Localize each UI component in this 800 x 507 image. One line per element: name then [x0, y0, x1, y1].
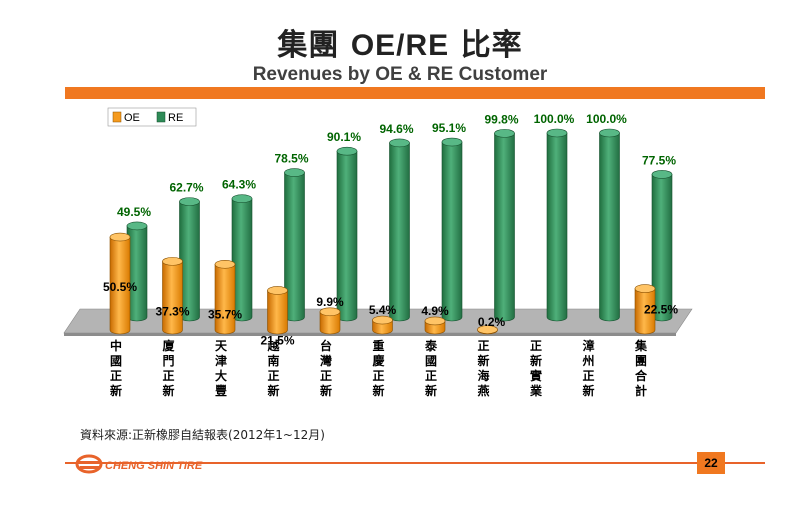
category-label-7: 正新海燕: [477, 339, 489, 398]
logo-text: CHENG SHIN TIRE: [105, 460, 203, 472]
data-label-oe-6: 4.9%: [421, 304, 449, 318]
data-label-re-10: 77.5%: [642, 153, 676, 167]
bar-re-9-body: [599, 132, 620, 322]
bar-re-5: [389, 138, 410, 322]
bar-oe-4: [319, 307, 341, 335]
bar-oe-1-top: [162, 257, 183, 266]
bar-re-7: [494, 129, 515, 322]
legend-swatch-oe: [112, 111, 122, 123]
legend-label-re: RE: [168, 112, 183, 124]
data-label-re-6: 95.1%: [432, 121, 466, 135]
bar-re-8-top: [546, 128, 568, 138]
bar-re-2: [231, 194, 253, 322]
bar-oe-7: [477, 325, 498, 335]
legend-box: [107, 107, 197, 127]
data-label-re-2: 64.3%: [222, 178, 256, 192]
title-prefix: 集團: [277, 28, 351, 63]
bar-re-6-body: [441, 141, 463, 322]
bar-re-7-body: [494, 133, 515, 322]
bar-re-9-top: [599, 128, 620, 138]
bar-oe-2-top: [214, 260, 236, 269]
chart-floor-edge: [64, 333, 676, 336]
data-label-re-3: 78.5%: [274, 152, 308, 166]
data-label-re-1: 62.7%: [169, 181, 203, 195]
category-label-4: 台灣正新: [320, 338, 332, 398]
bar-re-4-top: [336, 146, 358, 156]
bar-oe-10-body: [634, 288, 656, 335]
bar-re-7-top: [494, 129, 515, 138]
bar-re-2-top: [231, 194, 253, 203]
data-label-oe-3: 21.5%: [260, 333, 294, 347]
category-label-6: 泰國正新: [424, 338, 438, 398]
footer-rule: [65, 462, 765, 464]
bar-oe-5: [372, 315, 393, 335]
data-label-re-7: 99.8%: [484, 112, 518, 126]
category-label-0: 中國正新: [110, 338, 122, 398]
bar-oe-0-top: [109, 232, 131, 242]
bar-oe-3-body: [267, 290, 288, 335]
bar-oe-10-top: [634, 284, 656, 293]
data-label-re-9: 100.0%: [586, 112, 627, 126]
category-label-5: 重慶正新: [372, 338, 384, 398]
bar-oe-5-top: [372, 315, 393, 325]
bar-re-3-top: [284, 168, 305, 177]
legend-label-oe: OE: [124, 112, 140, 124]
bar-oe-1-body: [162, 261, 183, 335]
bar-re-10-top: [651, 170, 673, 179]
bar-re-9: [599, 128, 620, 322]
bar-oe-2-body: [214, 264, 236, 335]
bar-oe-4-body: [319, 311, 341, 335]
bar-re-6: [441, 137, 463, 322]
data-label-oe-5: 5.4%: [369, 303, 397, 317]
category-label-1: 廈門正新: [162, 338, 174, 398]
chart-legend: OE RE: [107, 107, 197, 127]
bar-re-5-top: [389, 138, 410, 148]
data-label-oe-10: 22.5%: [644, 303, 678, 317]
bar-re-5-body: [389, 142, 410, 322]
bar-oe-2: [214, 260, 236, 335]
bar-re-0: [126, 221, 148, 322]
page-title: 集團 OE/RE 比率: [0, 20, 800, 64]
bar-oe-3-top: [267, 286, 288, 295]
data-label-oe-0: 50.5%: [103, 280, 137, 294]
data-label-re-0: 49.5%: [117, 205, 151, 219]
bar-oe-10: [634, 284, 656, 335]
category-label-3: 越南正新: [266, 338, 280, 398]
bar-re-6-top: [441, 137, 463, 147]
bar-oe-7-top: [477, 325, 498, 334]
category-label-10: 集團合計: [634, 338, 648, 398]
cheng-shin-tire-logo: CHENG SHIN TIRE: [75, 454, 203, 474]
bar-oe-0: [109, 232, 131, 335]
page-subtitle: Revenues by OE & RE Customer: [252, 64, 548, 85]
bar-re-1-top: [179, 197, 200, 206]
bar-oe-6: [424, 316, 446, 335]
bar-re-8: [546, 128, 568, 322]
bar-oe-4-top: [319, 307, 341, 317]
title-suffix: 比率: [449, 28, 523, 63]
page-number: 22: [697, 452, 725, 474]
category-label-8: 正新實業: [529, 339, 543, 398]
data-label-oe-2: 35.7%: [208, 307, 242, 321]
bar-re-8-body: [546, 132, 568, 322]
data-label-re-8: 100.0%: [534, 112, 575, 126]
category-label-9: 漳州正新: [581, 338, 594, 398]
bar-oe-6-top: [424, 316, 446, 326]
data-label-oe-1: 37.3%: [155, 304, 189, 318]
category-label-2: 天津大豐: [215, 339, 228, 398]
bar-oe-0-body: [109, 236, 131, 335]
bar-re-10: [651, 170, 673, 322]
source-note: 資料來源:正新橡膠自結報表(2012年1~12月): [80, 428, 325, 442]
bar-re-0-top: [126, 221, 148, 231]
data-label-oe-4: 9.9%: [316, 295, 344, 309]
header-accent-bar: [65, 87, 765, 99]
legend-swatch-re: [156, 111, 166, 123]
bar-oe-1: [162, 257, 183, 335]
bar-oe-3: [267, 286, 288, 335]
data-label-oe-7: 0.2%: [478, 315, 506, 329]
data-label-re-5: 94.6%: [379, 122, 413, 136]
data-label-re-4: 90.1%: [327, 130, 361, 144]
title-latin: OE/RE: [350, 29, 450, 62]
